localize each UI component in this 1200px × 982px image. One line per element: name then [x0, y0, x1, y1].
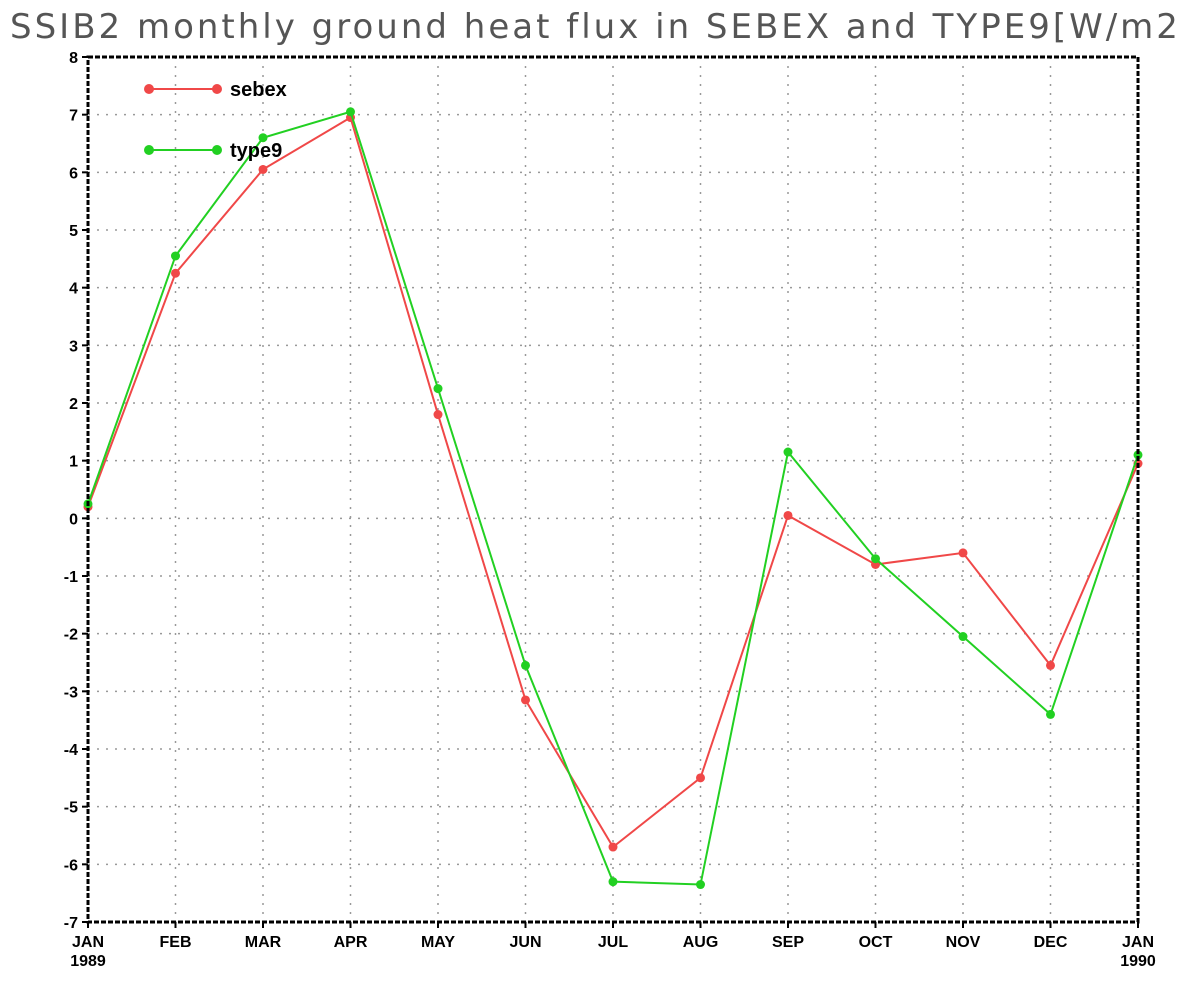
- data-point-sebex: [608, 842, 618, 852]
- x-tick-label: JUN: [509, 934, 541, 951]
- data-point-type9: [258, 133, 268, 143]
- data-point-sebex: [521, 695, 530, 705]
- x-tick-label: JAN: [1122, 934, 1154, 951]
- y-tick-label: -3: [64, 684, 78, 701]
- legend-swatch-marker: [144, 145, 154, 155]
- x-tick-label: MAR: [245, 934, 282, 951]
- data-point-sebex: [783, 510, 793, 520]
- x-tick-label: AUG: [683, 934, 719, 951]
- legend-item-sebex: sebex: [144, 79, 287, 101]
- legend-item-type9: type9: [144, 140, 282, 162]
- y-tick-label: 4: [69, 281, 78, 298]
- data-series: [83, 107, 1143, 890]
- y-tick-label: 1: [69, 454, 78, 471]
- x-tick-label: APR: [334, 934, 368, 951]
- data-point-type9: [433, 384, 443, 394]
- y-axis-ticks: 8 7 6 5 4 3 2 1 0 -1 -2 -3 -4 -5 -6 -7: [64, 50, 88, 932]
- data-point-sebex: [258, 164, 268, 174]
- x-tick-label: MAY: [421, 934, 455, 951]
- x-tick-year-label: 1990: [1120, 953, 1156, 970]
- y-tick-label: -5: [64, 800, 78, 817]
- y-tick-label: 3: [69, 338, 78, 355]
- series-type9: [83, 107, 1143, 890]
- data-point-type9: [521, 660, 530, 670]
- x-axis-ticks: JAN 1989 FEB MAR APR MAY JUN JUL AUG SEP OCT NOV DEC…: [70, 922, 1156, 970]
- data-point-type9: [171, 251, 180, 261]
- legend-swatch-marker: [144, 84, 154, 94]
- y-tick-label: -7: [64, 915, 78, 932]
- legend-label: type9: [230, 140, 282, 162]
- y-tick-label: 6: [69, 165, 78, 182]
- data-point-type9: [1133, 450, 1143, 460]
- legend-swatch-marker: [212, 145, 222, 155]
- data-point-type9: [783, 447, 793, 457]
- y-tick-label: 2: [69, 396, 78, 413]
- plot-frame: [86, 55, 1140, 924]
- data-point-type9: [608, 877, 618, 887]
- y-tick-label: 0: [69, 511, 78, 528]
- x-tick-label: NOV: [946, 934, 981, 951]
- x-tick-year-label: 1989: [70, 953, 106, 970]
- series-line-sebex: [87, 116, 1139, 849]
- y-tick-label: -1: [64, 569, 78, 586]
- x-tick-label: JUL: [598, 934, 628, 951]
- data-point-type9: [1046, 709, 1055, 719]
- x-tick-label: SEP: [772, 934, 804, 951]
- x-tick-label: FEB: [160, 934, 192, 951]
- legend-swatch-marker: [212, 84, 222, 94]
- x-tick-label: JAN: [72, 934, 104, 951]
- x-tick-label: OCT: [859, 934, 893, 951]
- legend: sebex type9: [144, 79, 287, 162]
- data-point-sebex: [958, 548, 968, 558]
- series-sebex: [83, 113, 1143, 852]
- y-tick-label: -2: [64, 627, 78, 644]
- data-point-type9: [871, 554, 880, 564]
- y-tick-label: -4: [64, 742, 78, 759]
- data-point-type9: [958, 632, 968, 642]
- data-point-sebex: [696, 773, 705, 783]
- data-point-sebex: [171, 268, 180, 278]
- data-point-type9: [346, 107, 355, 117]
- y-tick-label: -6: [64, 857, 78, 874]
- chart-title: SSIB2 monthly ground heat flux in SEBEX …: [10, 7, 1181, 47]
- x-tick-label: DEC: [1034, 934, 1068, 951]
- data-point-sebex: [1046, 660, 1055, 670]
- y-tick-label: 8: [69, 50, 78, 67]
- legend-label: sebex: [230, 79, 287, 101]
- data-point-sebex: [433, 410, 443, 420]
- y-tick-label: 5: [69, 223, 78, 240]
- data-point-type9: [696, 880, 705, 890]
- grid-lines: [88, 57, 1138, 922]
- y-tick-label: 7: [69, 108, 78, 125]
